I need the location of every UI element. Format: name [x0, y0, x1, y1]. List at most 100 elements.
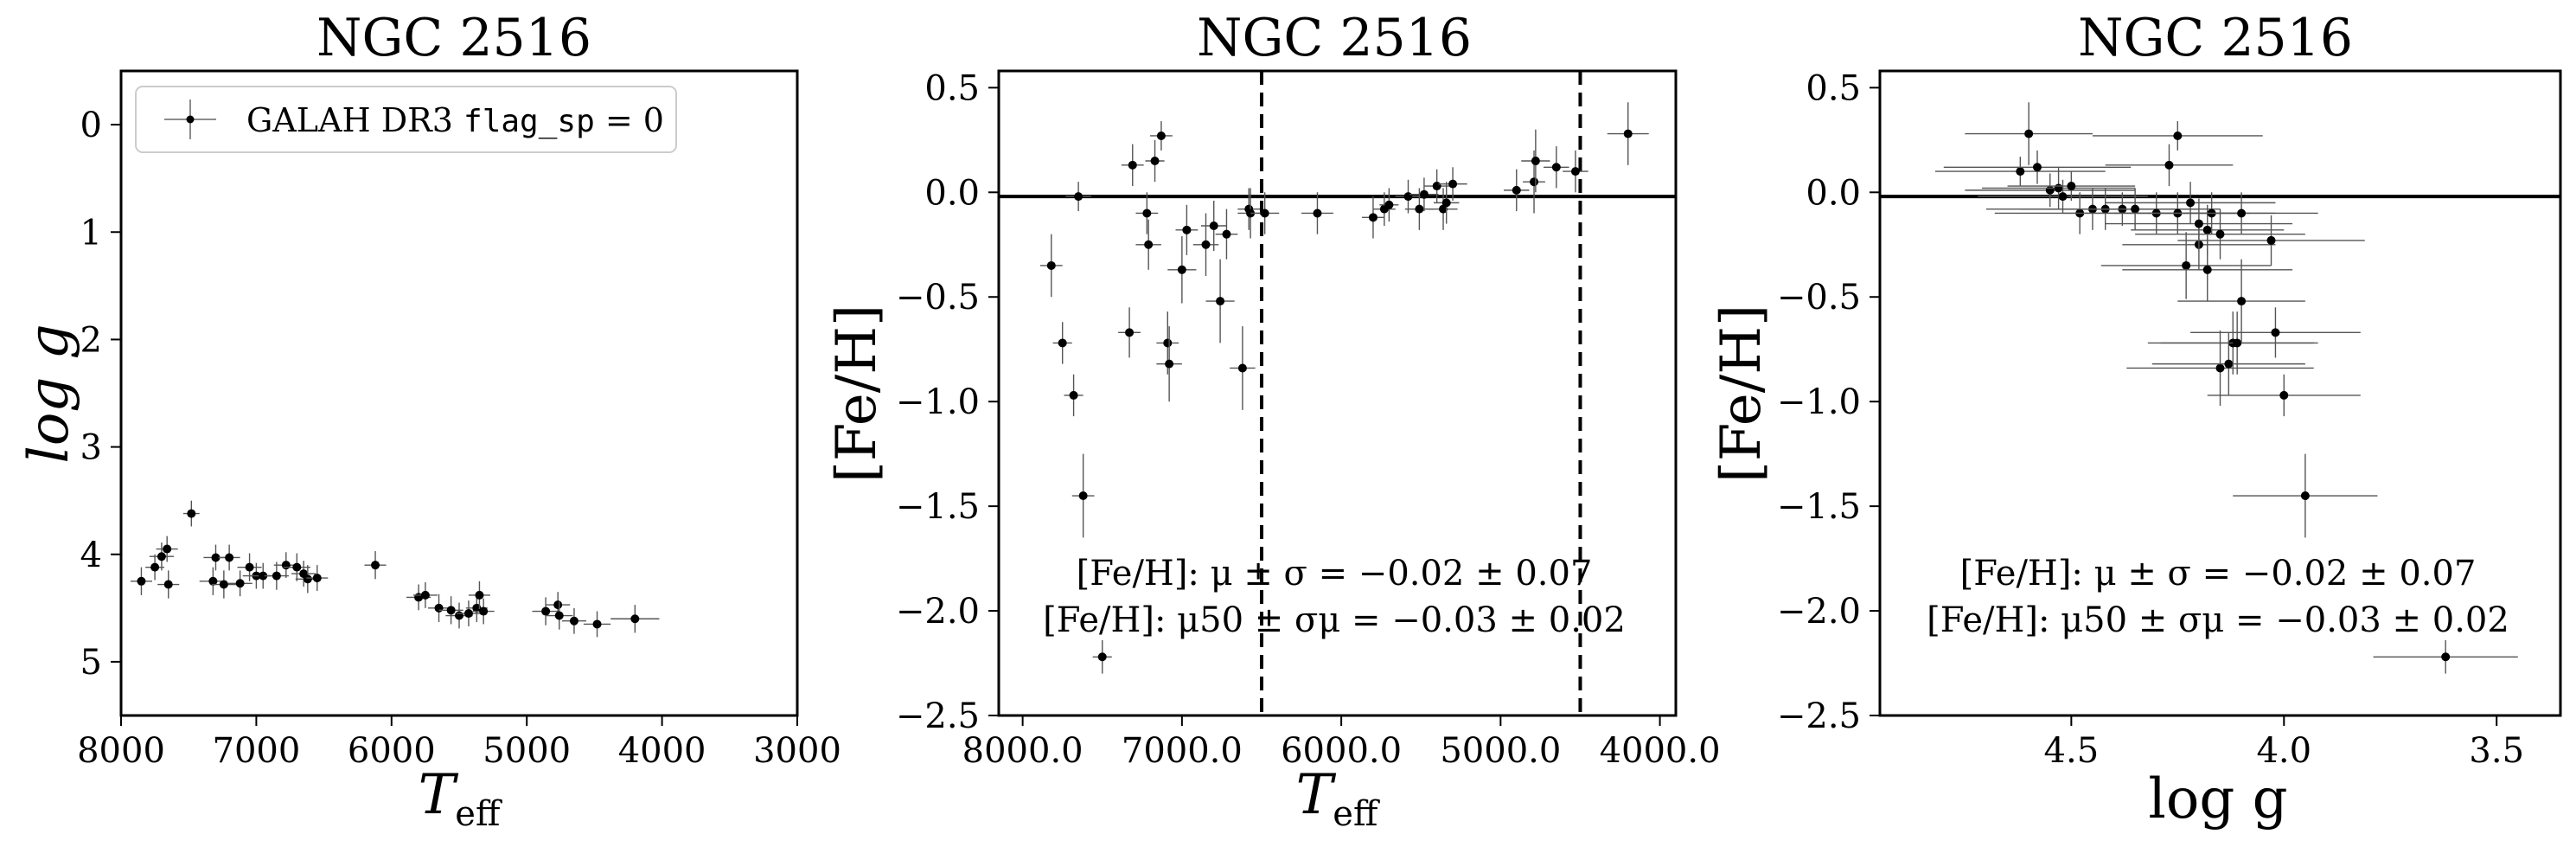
point-marker — [2279, 390, 2289, 400]
point-marker — [2032, 163, 2042, 172]
data-point — [1065, 182, 1091, 212]
data-point — [1135, 192, 1159, 234]
panel-2-frame — [997, 69, 1678, 717]
point-marker — [1623, 129, 1633, 138]
point-marker — [1142, 209, 1152, 218]
point-marker — [137, 576, 146, 586]
point-marker — [1237, 363, 1247, 373]
data-point — [1607, 102, 1649, 165]
data-point — [237, 553, 262, 581]
data-point — [211, 570, 236, 599]
panel-3-xlabel: log g — [2148, 767, 2287, 831]
data-point — [1052, 322, 1072, 364]
point-marker — [272, 571, 281, 581]
point-marker — [1163, 338, 1173, 348]
x-tick-label: 8000.0 — [962, 731, 1083, 771]
point-marker — [211, 553, 221, 562]
y-tick-label: −2.5 — [1777, 696, 1861, 736]
panel-1-ylabel: log g — [17, 324, 81, 463]
point-marker — [259, 571, 268, 581]
point-marker — [592, 619, 602, 629]
point-marker — [1551, 163, 1561, 172]
data-point — [1145, 139, 1165, 183]
point-marker — [1069, 390, 1078, 400]
point-marker — [371, 561, 380, 570]
point-marker — [1097, 652, 1107, 662]
point-marker — [245, 562, 254, 572]
y-tick-label: −0.5 — [896, 278, 980, 318]
data-point — [1064, 374, 1083, 417]
data-point — [1301, 192, 1333, 234]
data-point — [2092, 121, 2263, 151]
data-point — [1156, 326, 1182, 402]
point-marker — [292, 562, 302, 572]
data-point — [227, 570, 252, 597]
data-point — [157, 570, 180, 599]
data-point — [264, 561, 289, 590]
data-point — [2151, 332, 2305, 395]
point-marker — [208, 576, 218, 586]
panel-1-xlabel-main: T — [419, 763, 459, 827]
y-tick-label: 2 — [80, 320, 102, 360]
point-marker — [1368, 213, 1377, 222]
y-tick-label: 4 — [80, 536, 102, 575]
data-point — [1092, 639, 1112, 674]
point-marker — [1530, 177, 1539, 187]
y-tick-label: −1.0 — [896, 382, 980, 422]
point-marker — [1419, 189, 1429, 199]
panel-1-x-ticks: 8000 7000 6000 5000 4000 3000 — [77, 715, 841, 771]
point-marker — [1209, 221, 1218, 230]
point-marker — [2237, 209, 2247, 218]
data-point — [428, 594, 451, 622]
data-point — [1250, 192, 1280, 234]
x-tick-label: 4000.0 — [1600, 731, 1721, 771]
point-marker — [187, 509, 196, 518]
x-tick-label: 8000 — [77, 731, 165, 771]
point-marker — [2300, 491, 2310, 501]
point-marker — [2233, 338, 2242, 348]
x-tick-label: 4000 — [618, 731, 706, 771]
panel-2-annotation-mean: [Fe/H]: μ ± σ = −0.02 ± 0.07 — [1077, 554, 1593, 594]
panel-1-marks — [130, 500, 660, 638]
data-point — [468, 581, 490, 610]
panel-3-x-ticks: 4.5 4.0 3.5 — [2044, 715, 2524, 771]
panel-1-xlabel-sub: eff — [455, 794, 502, 834]
point-marker — [569, 616, 578, 626]
panel-3-annotation-median: [Fe/H]: μ50 ± σμ = −0.03 ± 0.02 — [1927, 600, 2509, 640]
panel-3-ylabel: [Fe/H] — [1710, 305, 1774, 483]
point-marker — [157, 552, 166, 561]
legend-label-suffix: = 0 — [595, 101, 664, 139]
point-marker — [479, 606, 489, 616]
y-tick-label: −1.5 — [1777, 487, 1861, 527]
y-tick-label: −1.0 — [1777, 382, 1861, 422]
point-marker — [2441, 652, 2451, 662]
point-marker — [281, 561, 291, 570]
panel-1-title: NGC 2516 — [316, 8, 591, 68]
panel-3-title: NGC 2516 — [2078, 8, 2353, 68]
data-point — [1167, 236, 1197, 304]
point-marker — [2271, 328, 2280, 337]
data-point — [1237, 188, 1261, 230]
data-point — [2105, 198, 2293, 249]
point-marker — [2202, 265, 2212, 274]
data-point — [412, 582, 438, 608]
data-point — [583, 611, 611, 638]
panel-teff-feh: NGC 2516 8000.0 7000.0 6000.0 5000.0 4000.0 … — [825, 8, 1721, 834]
point-marker — [2215, 229, 2225, 239]
point-marker — [219, 580, 228, 589]
point-marker — [1150, 157, 1160, 166]
y-tick-label: 0.5 — [924, 68, 980, 108]
data-point — [472, 598, 495, 625]
point-marker — [1570, 167, 1580, 176]
legend: GALAH DR3 flag_sp = 0 — [135, 86, 677, 153]
data-point — [1521, 129, 1550, 193]
data-point — [2233, 453, 2378, 538]
point-marker — [225, 553, 234, 562]
panel-3-y-ticks: 0.5 0.0 −0.5 −1.0 −1.5 −2.0 −2.5 — [1777, 68, 1880, 736]
panel-3-frame — [1878, 69, 2562, 717]
panel-2-y-ticks: 0.5 0.0 −0.5 −1.0 −1.5 −2.0 −2.5 — [896, 68, 999, 736]
data-point — [306, 565, 329, 591]
data-point — [2164, 192, 2318, 234]
y-tick-label: 0.5 — [1806, 68, 1861, 108]
data-point — [610, 605, 660, 633]
